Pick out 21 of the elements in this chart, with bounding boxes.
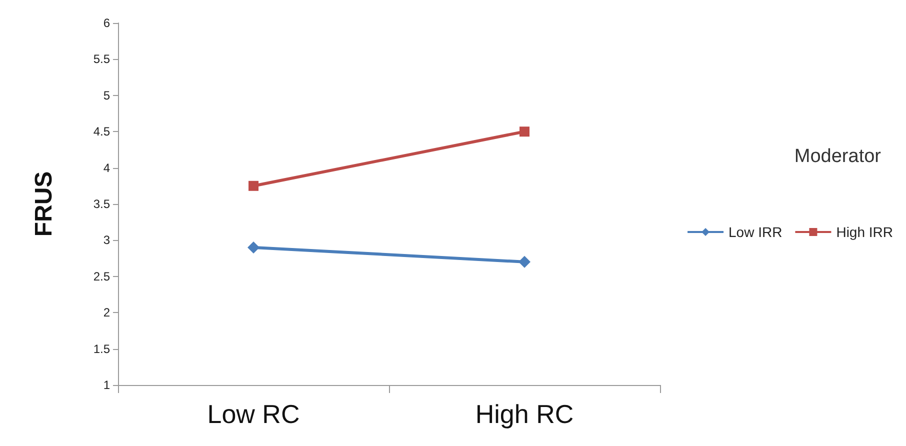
point	[248, 180, 258, 191]
y-axis-title: FRUS	[30, 171, 58, 237]
legend-label: High IRR	[836, 224, 894, 240]
point	[518, 256, 530, 268]
y-tick-label: 5.5	[93, 52, 110, 66]
y-tick-label: 5	[103, 88, 110, 102]
y-tick-label: 1.5	[93, 342, 110, 356]
point	[248, 241, 260, 254]
y-tick-label: 3.5	[93, 197, 110, 211]
legend-label: Low IRR	[728, 224, 782, 240]
x-tick-label: Low RC	[207, 399, 300, 429]
y-tick-label: 2.5	[93, 269, 110, 284]
y-tick-label: 6	[103, 16, 110, 30]
y-tick-label: 3	[103, 233, 110, 248]
y-tick-label: 2	[103, 306, 110, 320]
y-tick-label: 4.5	[93, 124, 110, 139]
y-tick-label: 4	[103, 160, 110, 175]
legend-title: Moderator	[794, 146, 882, 167]
point	[520, 126, 530, 137]
x-tick-label: High RC	[475, 399, 574, 429]
y-tick-label: 1	[103, 378, 110, 392]
